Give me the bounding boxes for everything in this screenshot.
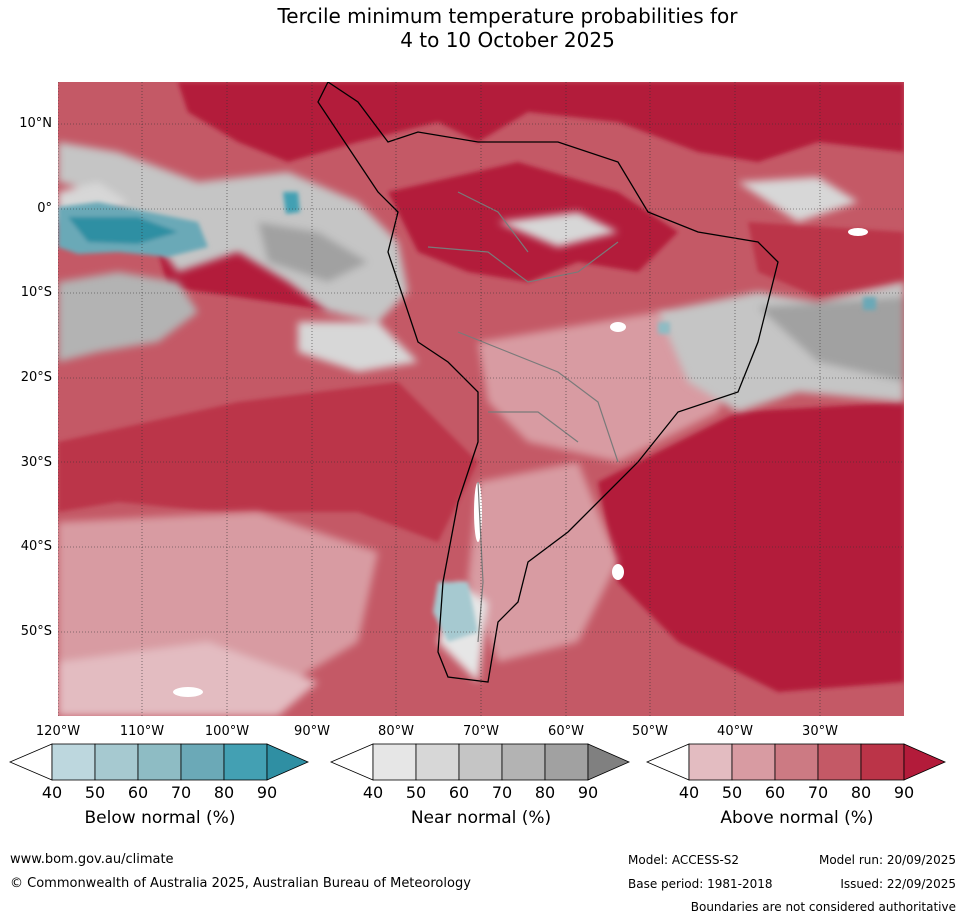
above-normal-colorbar	[645, 743, 946, 781]
below-cb-lower-triangle	[8, 743, 53, 781]
lon-label-90w: 90°W	[294, 724, 330, 739]
lon-label-120w: 120°W	[35, 724, 81, 739]
lon-label-50w: 50°W	[632, 724, 668, 739]
near-cb-tick-80: 80	[534, 783, 556, 802]
near-cb-seg-1	[372, 743, 417, 781]
above-cb-seg-2	[731, 743, 776, 781]
near-cb-tick-40: 40	[362, 783, 384, 802]
below-cb-tick-80: 80	[213, 783, 235, 802]
above-cb-tick-70: 70	[807, 783, 829, 802]
lat-label-10s: 10°S	[20, 285, 52, 300]
near-cb-seg-5	[544, 743, 589, 781]
lon-label-100w: 100°W	[204, 724, 250, 739]
below-cb-tick-70: 70	[170, 783, 192, 802]
lat-label-50s: 50°S	[20, 624, 52, 639]
above-cb-seg-5	[860, 743, 905, 781]
white-spots	[173, 228, 868, 697]
below-cb-seg-5	[223, 743, 268, 781]
lat-label-30s: 30°S	[20, 455, 52, 470]
above-normal-low-regions	[58, 312, 748, 716]
above-cb-tick-50: 50	[721, 783, 743, 802]
above-cb-lower-triangle	[645, 743, 690, 781]
near-cb-lower-triangle	[329, 743, 374, 781]
below-cb-tick-60: 60	[127, 783, 149, 802]
base-period-text: Base period: 1981-2018	[628, 877, 773, 891]
near-cb-tick-60: 60	[448, 783, 470, 802]
south-america-coastline	[317, 82, 779, 683]
lat-label-0: 0°	[37, 201, 52, 216]
near-cb-upper-triangle	[587, 743, 630, 781]
title-line-2: 4 to 10 October 2025	[400, 28, 615, 52]
below-cb-seg-4	[180, 743, 225, 781]
model-run-text: Model run: 20/09/2025	[818, 853, 956, 867]
above-cb-upper-triangle	[903, 743, 946, 781]
below-cb-tick-40: 40	[41, 783, 63, 802]
below-cb-seg-1	[51, 743, 96, 781]
country-boundaries	[427, 191, 619, 643]
probability-map	[58, 82, 904, 716]
near-cb-seg-4	[501, 743, 546, 781]
below-cb-tick-90: 90	[256, 783, 278, 802]
below-cb-upper-triangle	[266, 743, 309, 781]
near-normal-colorbar	[329, 743, 630, 781]
issued-text: Issued: 22/09/2025	[840, 877, 956, 891]
lat-label-40s: 40°S	[20, 539, 52, 554]
below-cb-tick-50: 50	[84, 783, 106, 802]
graticule	[58, 82, 904, 716]
above-cb-tick-40: 40	[678, 783, 700, 802]
above-cb-tick-60: 60	[764, 783, 786, 802]
above-cb-tick-80: 80	[850, 783, 872, 802]
near-cb-tick-70: 70	[491, 783, 513, 802]
near-cb-seg-2	[415, 743, 460, 781]
below-normal-title: Below normal (%)	[84, 808, 236, 828]
near-cb-tick-90: 90	[577, 783, 599, 802]
lon-label-110w: 110°W	[119, 724, 165, 739]
below-normal-regions	[58, 192, 876, 642]
map-title: Tercile minimum temperature probabilitie…	[0, 4, 965, 52]
title-line-1: Tercile minimum temperature probabilitie…	[277, 4, 738, 28]
lon-label-70w: 70°W	[463, 724, 499, 739]
above-normal-title: Above normal (%)	[720, 808, 874, 828]
lat-label-10n: 10°N	[19, 116, 52, 131]
lon-label-30w: 30°W	[802, 724, 838, 739]
above-cb-seg-3	[774, 743, 819, 781]
above-cb-tick-90: 90	[893, 783, 915, 802]
near-normal-title: Near normal (%)	[410, 808, 552, 828]
website-link[interactable]: www.bom.gov.au/climate	[10, 852, 174, 867]
below-cb-seg-2	[94, 743, 139, 781]
copyright-text: © Commonwealth of Australia 2025, Austra…	[10, 876, 471, 891]
near-cb-seg-3	[458, 743, 503, 781]
lon-label-40w: 40°W	[717, 724, 753, 739]
below-cb-seg-3	[137, 743, 182, 781]
near-cb-tick-50: 50	[405, 783, 427, 802]
map-canvas	[58, 82, 904, 716]
model-text: Model: ACCESS-S2	[628, 853, 740, 867]
lon-label-60w: 60°W	[548, 724, 584, 739]
disclaimer-text: Boundaries are not considered authoritat…	[690, 900, 956, 914]
lon-label-80w: 80°W	[378, 724, 414, 739]
above-cb-seg-1	[688, 743, 733, 781]
lat-label-20s: 20°S	[20, 370, 52, 385]
below-normal-colorbar	[8, 743, 309, 781]
above-cb-seg-4	[817, 743, 862, 781]
